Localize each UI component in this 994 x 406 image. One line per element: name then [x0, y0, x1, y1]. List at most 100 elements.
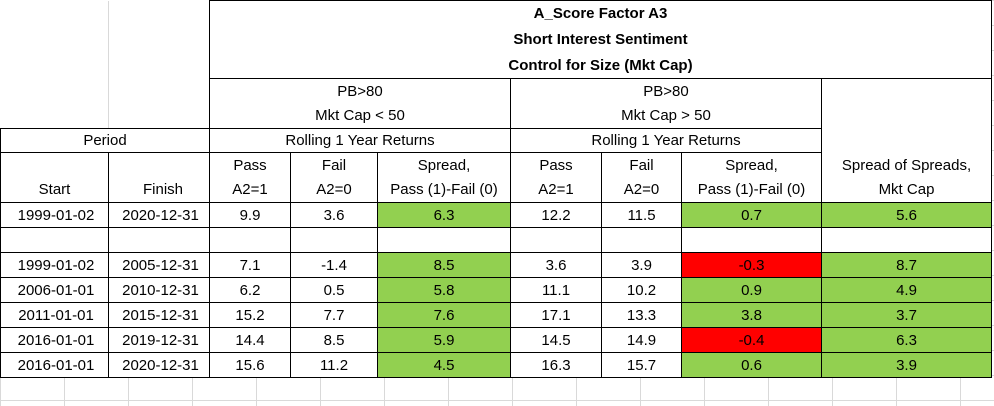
empty-cell[interactable] — [108, 26, 210, 53]
g1-fail-cell[interactable]: -1.4 — [290, 252, 378, 278]
empty-cell[interactable] — [290, 227, 378, 253]
g2-spread-cell[interactable]: 0.7 — [681, 202, 822, 228]
g1-fail-header[interactable]: Fail — [290, 152, 378, 178]
g2-fail-cell[interactable]: 14.9 — [601, 327, 682, 353]
empty-cell[interactable] — [0, 26, 109, 53]
g1-pass-cell[interactable]: 14.4 — [209, 327, 291, 353]
finish-header[interactable]: Finish — [108, 177, 210, 203]
g2-pass-cell[interactable]: 12.2 — [510, 202, 602, 228]
g1-pass-subheader[interactable]: A2=1 — [209, 177, 291, 203]
empty-cell[interactable] — [0, 78, 109, 104]
g1-fail-cell[interactable]: 7.7 — [290, 302, 378, 328]
start-cell[interactable]: 2016-01-01 — [0, 327, 109, 353]
start-cell[interactable]: 1999-01-02 — [0, 202, 109, 228]
g2-spread-cell[interactable]: -0.4 — [681, 327, 822, 353]
finish-cell[interactable]: 2020-12-31 — [108, 352, 210, 378]
empty-cell[interactable] — [108, 78, 210, 104]
start-cell[interactable]: 2006-01-01 — [0, 277, 109, 303]
g1-spread-cell[interactable]: 8.5 — [377, 252, 511, 278]
finish-cell[interactable]: 2019-12-31 — [108, 327, 210, 353]
group1-filter[interactable]: PB>80 — [209, 78, 511, 104]
g1-spread-cell[interactable]: 6.3 — [377, 202, 511, 228]
g2-spread-cell[interactable]: 3.8 — [681, 302, 822, 328]
finish-cell[interactable]: 2010-12-31 — [108, 277, 210, 303]
g2-pass-subheader[interactable]: A2=1 — [510, 177, 602, 203]
start-cell[interactable]: 2016-01-01 — [0, 352, 109, 378]
g2-spread-cell[interactable]: -0.3 — [681, 252, 822, 278]
g2-pass-cell[interactable]: 17.1 — [510, 302, 602, 328]
empty-cell[interactable] — [681, 227, 822, 253]
g2-spread-cell[interactable]: 0.6 — [681, 352, 822, 378]
finish-cell[interactable]: 2020-12-31 — [108, 202, 210, 228]
spread-of-spreads-cell[interactable]: 4.9 — [821, 277, 992, 303]
g2-fail-cell[interactable]: 3.9 — [601, 252, 682, 278]
g2-fail-cell[interactable]: 15.7 — [601, 352, 682, 378]
g2-fail-header[interactable]: Fail — [601, 152, 682, 178]
empty-cell[interactable] — [601, 227, 682, 253]
spread-of-spreads-cell[interactable]: 3.9 — [821, 352, 992, 378]
g1-fail-cell[interactable]: 8.5 — [290, 327, 378, 353]
group2-filter[interactable]: PB>80 — [510, 78, 822, 104]
spread-of-spreads-cell[interactable]: 3.7 — [821, 302, 992, 328]
g2-pass-cell[interactable]: 11.1 — [510, 277, 602, 303]
spread-of-spreads-subheader[interactable]: Mkt Cap — [821, 177, 992, 203]
finish-cell[interactable]: 2015-12-31 — [108, 302, 210, 328]
g2-fail-subheader[interactable]: A2=0 — [601, 177, 682, 203]
empty-cell[interactable] — [209, 227, 291, 253]
g1-spread-cell[interactable]: 5.9 — [377, 327, 511, 353]
empty-cell[interactable] — [0, 103, 109, 129]
g1-pass-cell[interactable]: 9.9 — [209, 202, 291, 228]
g2-fail-cell[interactable]: 11.5 — [601, 202, 682, 228]
empty-cell[interactable] — [108, 103, 210, 129]
g1-spread-cell[interactable]: 5.8 — [377, 277, 511, 303]
empty-cell[interactable] — [0, 227, 109, 253]
empty-cell[interactable] — [108, 227, 210, 253]
g2-pass-cell[interactable]: 14.5 — [510, 327, 602, 353]
g1-fail-subheader[interactable]: A2=0 — [290, 177, 378, 203]
g1-spread-subheader[interactable]: Pass (1)-Fail (0) — [377, 177, 511, 203]
group2-returns-header[interactable]: Rolling 1 Year Returns — [510, 128, 822, 153]
g1-pass-cell[interactable]: 6.2 — [209, 277, 291, 303]
g1-spread-cell[interactable]: 4.5 — [377, 352, 511, 378]
g1-fail-cell[interactable]: 3.6 — [290, 202, 378, 228]
g2-spread-header[interactable]: Spread, — [681, 152, 822, 178]
empty-cell[interactable] — [108, 52, 210, 79]
g1-fail-cell[interactable]: 0.5 — [290, 277, 378, 303]
finish-cell[interactable]: 2005-12-31 — [108, 252, 210, 278]
g1-pass-header[interactable]: Pass — [209, 152, 291, 178]
start-cell[interactable]: 1999-01-02 — [0, 252, 109, 278]
spread-of-spreads-cell[interactable]: 8.7 — [821, 252, 992, 278]
period-header[interactable]: Period — [0, 128, 210, 153]
g2-pass-cell[interactable]: 3.6 — [510, 252, 602, 278]
table-subtitle[interactable]: Short Interest Sentiment — [209, 26, 992, 53]
g1-spread-header[interactable]: Spread, — [377, 152, 511, 178]
g1-fail-cell[interactable]: 11.2 — [290, 352, 378, 378]
empty-cell[interactable] — [510, 227, 602, 253]
empty-cell[interactable] — [108, 152, 210, 178]
g1-pass-cell[interactable]: 7.1 — [209, 252, 291, 278]
group1-size[interactable]: Mkt Cap < 50 — [209, 103, 511, 129]
empty-cell[interactable] — [108, 0, 210, 27]
empty-cell[interactable] — [377, 227, 511, 253]
g2-spread-cell[interactable]: 0.9 — [681, 277, 822, 303]
spread-of-spreads-header[interactable]: Spread of Spreads, — [821, 152, 992, 178]
spread-of-spreads-cell[interactable]: 5.6 — [821, 202, 992, 228]
empty-cell[interactable] — [821, 103, 992, 129]
empty-cell[interactable] — [0, 52, 109, 79]
table-subtitle-2[interactable]: Control for Size (Mkt Cap) — [209, 52, 992, 79]
empty-cell[interactable] — [821, 128, 992, 153]
g1-pass-cell[interactable]: 15.2 — [209, 302, 291, 328]
g2-fail-cell[interactable]: 13.3 — [601, 302, 682, 328]
empty-cell[interactable] — [0, 0, 109, 27]
spread-of-spreads-cell[interactable]: 6.3 — [821, 327, 992, 353]
start-header[interactable]: Start — [0, 177, 109, 203]
g2-pass-cell[interactable]: 16.3 — [510, 352, 602, 378]
g2-spread-subheader[interactable]: Pass (1)-Fail (0) — [681, 177, 822, 203]
group2-size[interactable]: Mkt Cap > 50 — [510, 103, 822, 129]
empty-cell[interactable] — [821, 227, 992, 253]
g2-pass-header[interactable]: Pass — [510, 152, 602, 178]
g1-spread-cell[interactable]: 7.6 — [377, 302, 511, 328]
empty-cell[interactable] — [821, 78, 992, 104]
table-title[interactable]: A_Score Factor A3 — [209, 0, 992, 27]
empty-cell[interactable] — [0, 152, 109, 178]
